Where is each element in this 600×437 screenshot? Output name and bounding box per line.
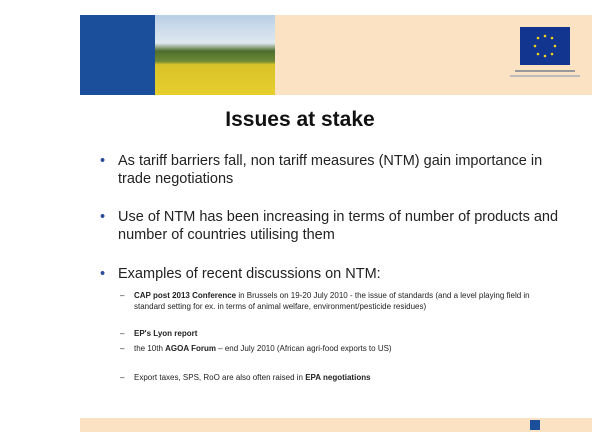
- bullet-text: Use of NTM has been increasing in terms …: [118, 208, 570, 244]
- slide: Issues at stake • As tariff barriers fall…: [0, 0, 600, 437]
- sub-bullet-text: CAP post 2013 Conference in Brussels on …: [134, 290, 554, 312]
- sub-marker: –: [120, 343, 124, 354]
- bullet-marker: •: [100, 208, 105, 226]
- bullet-text: As tariff barriers fall, non tariff meas…: [118, 152, 570, 188]
- footer-band: [80, 418, 592, 432]
- sub-bullet-text: Export taxes, SPS, RoO are also often ra…: [134, 372, 554, 383]
- blue-block: [80, 15, 155, 95]
- text-run: the 10th: [134, 344, 165, 353]
- text-run: CAP post 2013 Conference: [134, 291, 236, 300]
- photo: [155, 15, 275, 95]
- text-run: Export taxes, SPS, RoO are also often ra…: [134, 373, 305, 382]
- sub-marker: –: [120, 372, 124, 383]
- sub-bullet-text: EP's Lyon report: [134, 328, 554, 339]
- bullet-marker: •: [100, 152, 105, 170]
- sub-marker: –: [120, 328, 124, 339]
- text-run: EPA negotiations: [305, 373, 370, 382]
- bullet-text: Examples of recent discussions on NTM:: [118, 265, 570, 283]
- logo-caption: [515, 70, 575, 72]
- text-run: EP's Lyon report: [134, 329, 197, 338]
- eu-flag: [520, 27, 570, 65]
- sub-marker: –: [120, 290, 124, 301]
- bullet-marker: •: [100, 265, 105, 283]
- text-run: AGOA Forum: [165, 344, 216, 353]
- sub-bullet-text: the 10th AGOA Forum – end July 2010 (Afr…: [134, 343, 554, 354]
- slide-title: Issues at stake: [0, 108, 600, 132]
- page-marker: [530, 420, 540, 430]
- logo-caption: [510, 75, 580, 77]
- text-run: – end July 2010 (African agri-food expor…: [216, 344, 392, 353]
